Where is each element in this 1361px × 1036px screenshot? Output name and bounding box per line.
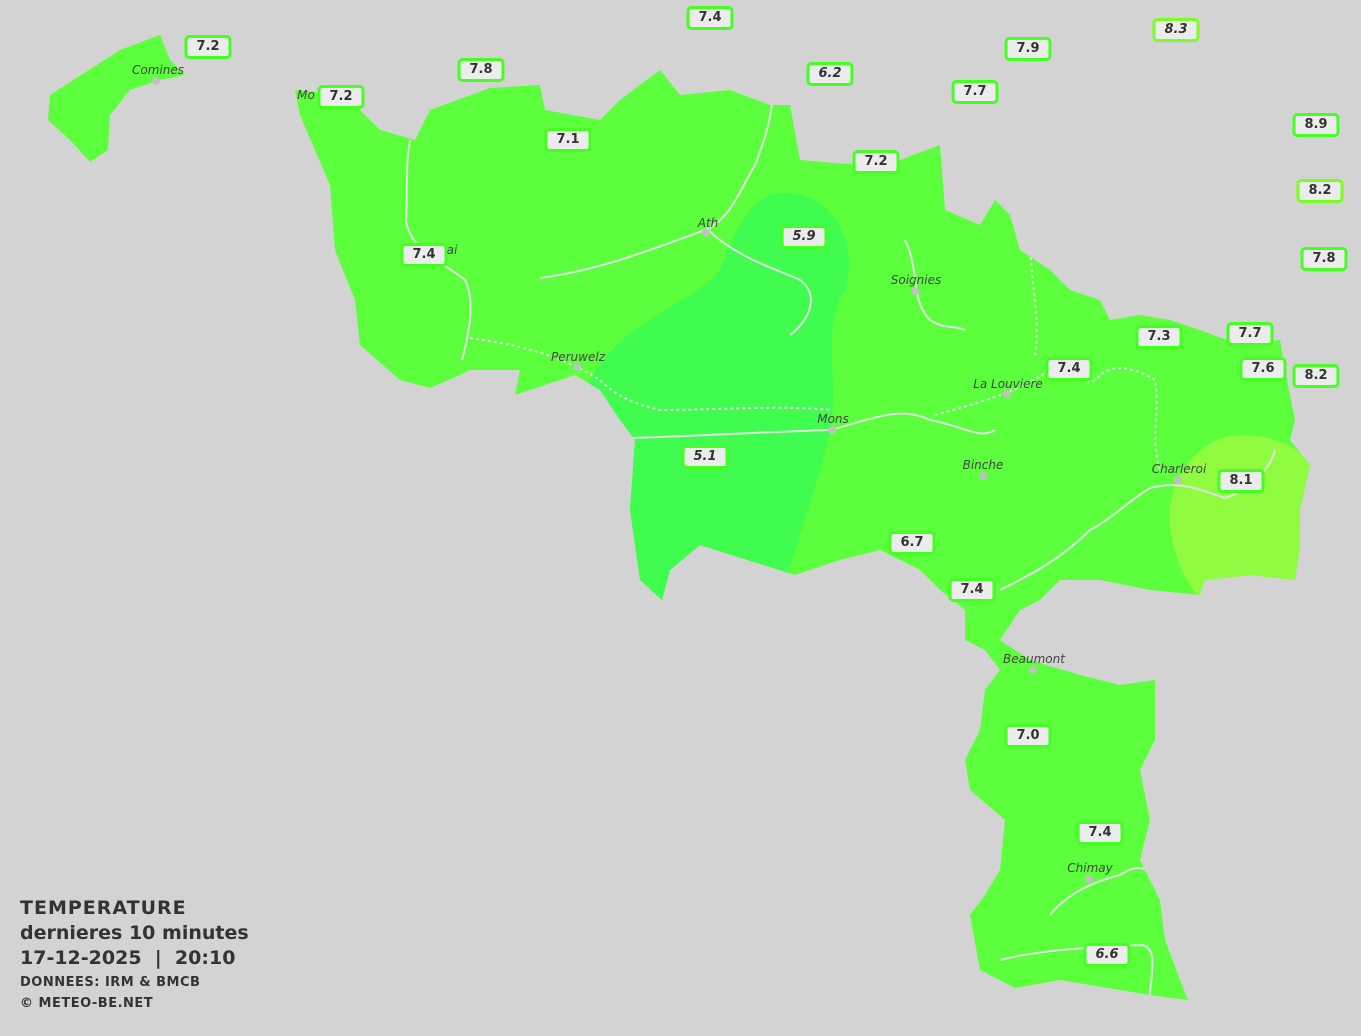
city-label-chimay: Chimay (1067, 861, 1113, 875)
station-label[interactable]: 8.3 (1152, 18, 1200, 42)
city-label-mons: Mons (817, 412, 849, 426)
map-legend: TEMPERATURE dernieres 10 minutes 17-12-2… (20, 896, 249, 1013)
city-dot-peruwelz (573, 363, 581, 371)
city-dot-beaumont (1029, 666, 1037, 674)
station-label[interactable]: 7.4 (948, 578, 996, 602)
station-label[interactable]: 6.7 (888, 531, 936, 555)
city-label-ath: Ath (697, 216, 719, 230)
legend-period: dernieres 10 minutes (20, 922, 249, 944)
city-dot-la-louviere (1003, 390, 1011, 398)
city-label-mouscron: Mo (297, 88, 315, 102)
city-label-la-louviere: La Louviere (973, 377, 1043, 391)
station-label[interactable]: 7.7 (1226, 322, 1274, 346)
station-label[interactable]: 7.9 (1004, 37, 1052, 61)
borders (469, 244, 1161, 471)
station-label[interactable]: 7.7 (951, 80, 999, 104)
station-label[interactable]: 7.8 (1300, 247, 1348, 271)
station-label[interactable]: 7.2 (184, 35, 232, 59)
station-label[interactable]: 8.2 (1296, 179, 1344, 203)
station-label[interactable]: 6.2 (806, 62, 854, 86)
city-dot-charleroi (1174, 476, 1182, 484)
city-label-soignies: Soignies (890, 273, 942, 287)
city-dot-soignies (911, 287, 919, 295)
city-dot-binche (979, 472, 987, 480)
station-label[interactable]: 7.0 (1004, 724, 1052, 748)
city-dot-chimay (1085, 875, 1093, 883)
city-dot-ath (702, 229, 710, 237)
station-label[interactable]: 7.4 (686, 6, 734, 30)
station-label[interactable]: 7.3 (1135, 325, 1183, 349)
city-label-beaumont: Beaumont (1003, 652, 1065, 666)
city-label-binche: Binche (962, 458, 1004, 472)
city-label-peruwelz: Peruwelz (551, 350, 605, 364)
warm-zone (1169, 435, 1310, 600)
city-label-tournai: ai (446, 243, 458, 257)
legend-copyright: © METEO-BE.NET (20, 996, 154, 1011)
station-label[interactable]: 7.4 (1076, 821, 1124, 845)
station-label[interactable]: 8.1 (1217, 469, 1265, 493)
station-label[interactable]: 6.6 (1083, 943, 1131, 967)
station-label[interactable]: 7.4 (1045, 357, 1093, 381)
station-label[interactable]: 5.9 (780, 225, 828, 249)
station-label[interactable]: 7.2 (852, 150, 900, 174)
station-label[interactable]: 7.8 (457, 58, 505, 82)
city-label-charleroi: Charleroi (1151, 462, 1207, 476)
station-label[interactable]: 7.1 (544, 128, 592, 152)
station-label[interactable]: 7.4 (400, 243, 448, 267)
legend-source: DONNEES: IRM & BMCB (20, 975, 201, 990)
city-dot-comines (152, 77, 160, 85)
station-label[interactable]: 8.9 (1292, 113, 1340, 137)
city-dot-mons (828, 426, 836, 434)
rivers (404, 104, 1276, 996)
station-label[interactable]: 7.2 (317, 85, 365, 109)
cold-zone (590, 192, 849, 621)
station-label[interactable]: 8.2 (1292, 364, 1340, 388)
station-label[interactable]: 7.6 (1239, 357, 1287, 381)
legend-title: TEMPERATURE (20, 897, 187, 919)
city-label-comines: Comines (132, 63, 184, 77)
legend-datetime: 17-12-2025 | 20:10 (20, 947, 236, 969)
station-label[interactable]: 5.1 (681, 445, 729, 469)
